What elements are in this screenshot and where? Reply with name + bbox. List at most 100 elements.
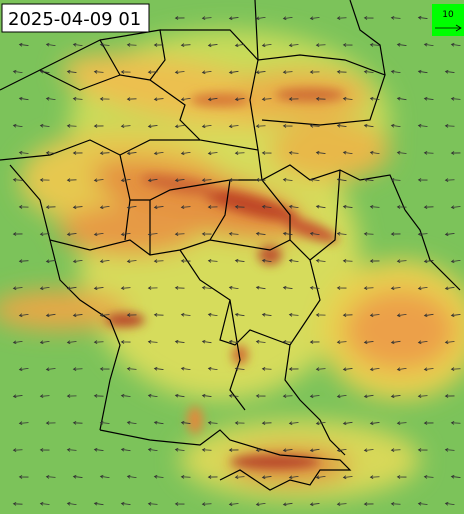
wind-arrow xyxy=(72,474,83,479)
wind-arrow xyxy=(234,421,245,425)
legend-label: 10 xyxy=(442,10,454,20)
wind-arrow xyxy=(288,312,299,317)
wind-arrow xyxy=(39,123,50,128)
wind-arrow xyxy=(66,286,77,291)
wind-arrow xyxy=(444,447,455,452)
wind-arrow xyxy=(423,474,434,479)
wind-arrow xyxy=(39,501,50,506)
wind-arrow xyxy=(228,124,239,129)
wind-arrow xyxy=(396,96,407,101)
wind-arrow xyxy=(315,97,326,101)
wind-arrow xyxy=(423,96,434,101)
wind-arrow xyxy=(417,178,428,182)
wind-arrow xyxy=(288,43,299,48)
wind-arrow xyxy=(309,340,320,344)
wind-arrow xyxy=(66,178,77,182)
wind-arrow xyxy=(180,205,191,210)
wind-arrow xyxy=(282,231,293,236)
wind-arrow xyxy=(255,231,266,236)
wind-arrow xyxy=(147,393,158,398)
wind-arrow xyxy=(261,151,272,155)
wind-arrow xyxy=(423,421,434,425)
wind-arrow xyxy=(45,474,56,479)
wind-arrow xyxy=(174,124,185,129)
wind-arrow xyxy=(288,97,299,101)
wind-arrow xyxy=(93,232,104,237)
wind-arrow xyxy=(201,232,212,236)
wind-arrow xyxy=(93,340,104,344)
wind-arrow xyxy=(423,42,434,47)
wind-arrow xyxy=(45,96,56,101)
wind-arrow xyxy=(390,502,401,506)
wind-arrow xyxy=(72,421,83,425)
wind-arrow xyxy=(99,97,110,101)
wind-arrow xyxy=(261,421,272,425)
wind-arrow xyxy=(228,448,239,452)
wind-arrow xyxy=(234,97,245,102)
wind-arrow xyxy=(147,70,158,74)
wind-arrow xyxy=(363,286,374,290)
wind-arrow xyxy=(39,340,50,345)
wind-arrow xyxy=(282,177,293,182)
wind-arrow xyxy=(99,474,110,479)
wind-arrow xyxy=(93,447,104,452)
wind-arrow xyxy=(234,312,245,317)
wind-arrow xyxy=(153,151,164,156)
wind-arrow xyxy=(363,123,374,128)
wind-arrow xyxy=(336,502,347,507)
wind-arrow xyxy=(261,258,272,263)
wind-arrow xyxy=(120,447,131,452)
wind-arrow xyxy=(390,177,401,182)
wind-arrow xyxy=(309,123,320,128)
wind-arrow xyxy=(174,393,185,398)
wind-arrow xyxy=(309,16,320,21)
wind-arrow xyxy=(39,448,50,452)
wind-arrow xyxy=(12,232,23,236)
wind-arrow xyxy=(234,258,245,263)
wind-arrow xyxy=(12,502,23,506)
wind-arrow xyxy=(66,123,77,128)
wind-arrow xyxy=(153,259,164,264)
wind-arrow xyxy=(153,43,164,47)
wind-arrow xyxy=(207,258,218,263)
timestamp-box xyxy=(1,3,150,33)
wind-arrow xyxy=(180,420,191,425)
wind-arrow xyxy=(369,367,380,372)
wind-arrow xyxy=(99,205,110,210)
wind-arrow xyxy=(255,394,266,398)
wind-arrow xyxy=(369,259,380,263)
wind-arrow xyxy=(93,69,104,74)
wind-arrow xyxy=(342,475,353,480)
wind-arrow xyxy=(45,421,56,425)
wind-arrow xyxy=(444,340,455,345)
wind-arrow xyxy=(336,16,347,20)
wind-arrow xyxy=(174,178,185,183)
wind-arrow xyxy=(99,151,110,156)
wind-arrow xyxy=(336,123,347,128)
wind-arrow xyxy=(261,97,272,102)
wind-arrow xyxy=(234,366,245,371)
wind-arrow xyxy=(282,70,293,75)
wind-arrow xyxy=(417,501,428,506)
wind-arrow xyxy=(363,232,374,236)
wind-arrow xyxy=(153,313,164,317)
wind-arrow xyxy=(315,313,326,317)
wind-arrow xyxy=(93,501,104,506)
wind-arrow xyxy=(342,96,353,101)
wind-arrow xyxy=(174,286,185,290)
wind-arrow xyxy=(39,178,50,182)
wind-arrow xyxy=(336,231,347,236)
wind-arrow xyxy=(423,150,434,155)
wind-arrow xyxy=(309,70,320,74)
wind-arrow xyxy=(309,231,320,236)
wind-arrow xyxy=(444,69,455,74)
wind-arrow xyxy=(147,232,158,237)
wind-arrow xyxy=(18,259,29,264)
wind-arrow xyxy=(255,124,266,128)
wind-arrow xyxy=(315,204,326,209)
wind-arrow xyxy=(201,393,212,398)
wind-arrow xyxy=(417,286,428,291)
wind-arrow xyxy=(207,366,218,371)
wind-arrow xyxy=(288,150,299,155)
